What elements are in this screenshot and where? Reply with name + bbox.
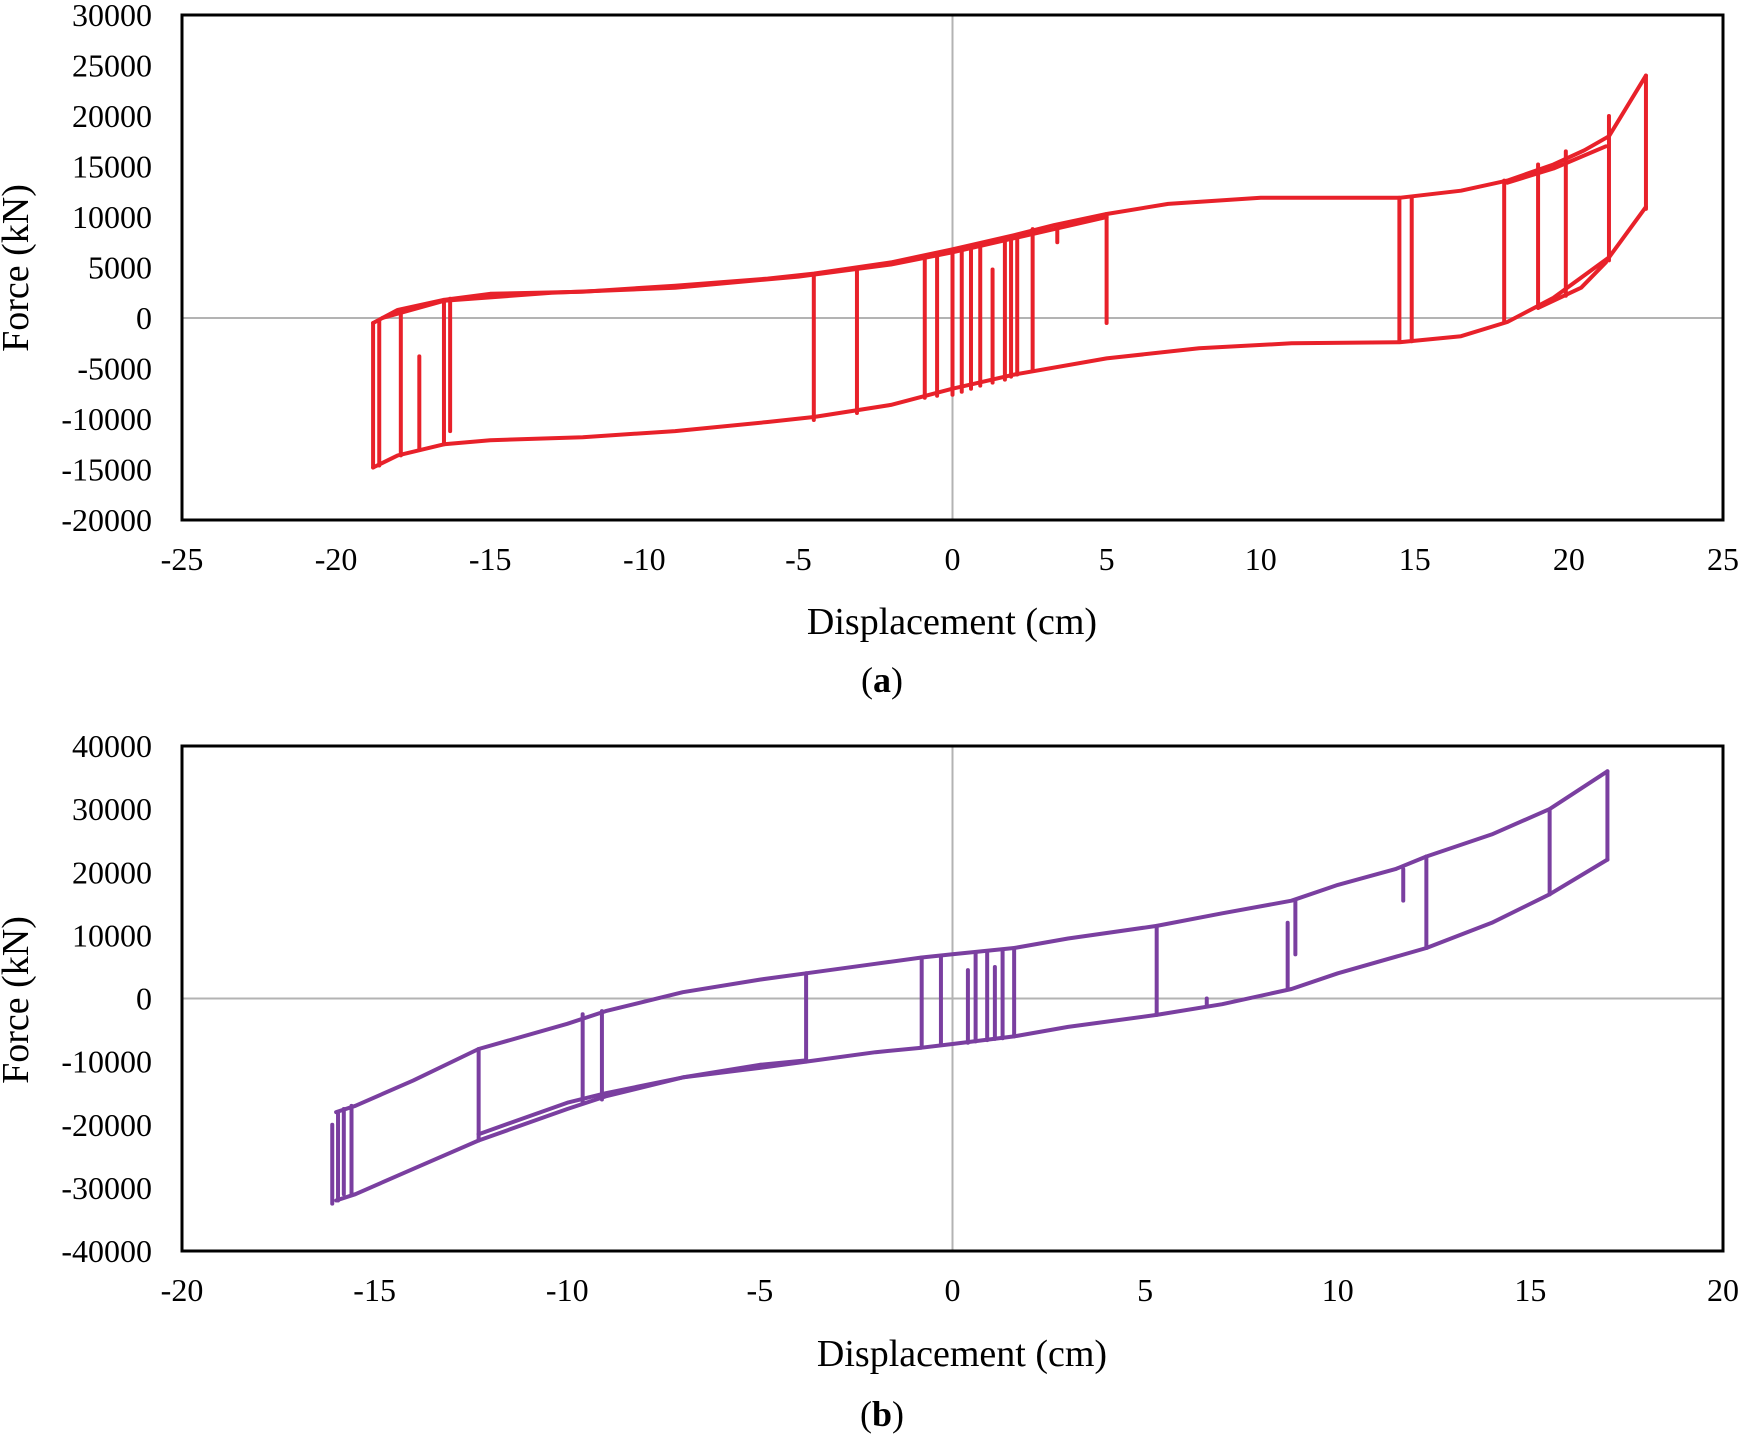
hysteresis-branch	[380, 215, 1109, 320]
chart-b-x-tick-labels: -20 -15 -10 -5 0 5 10 15 20	[161, 1272, 1739, 1308]
chart-a-y-tick-labels: -20000 -15000 -10000 -5000 0 5000 10000 15000 20…	[61, 0, 152, 538]
y-tick-label: 10000	[72, 199, 152, 235]
x-tick-label: 20	[1553, 541, 1585, 577]
x-tick-label: 10	[1245, 541, 1277, 577]
x-tick-label: -5	[785, 541, 812, 577]
chart-b: -20 -15 -10 -5 0 5 10 15 20 -40000 -30000 -20000 -1…	[0, 728, 1739, 1434]
y-tick-label: 0	[136, 300, 152, 336]
chart-b-x-axis-title: Displacement (cm)	[817, 1333, 1107, 1375]
x-tick-label: -25	[161, 541, 204, 577]
y-tick-label: 5000	[88, 250, 152, 286]
chart-a-x-axis-title: Displacement (cm)	[807, 601, 1097, 643]
x-tick-label: -10	[623, 541, 666, 577]
y-tick-label: 10000	[72, 917, 152, 953]
chart-a: -25 -20 -15 -10 -5 0 5 10 15 20 25 -20000 -15000 -10…	[0, 0, 1739, 700]
y-tick-label: 30000	[72, 0, 152, 33]
y-tick-label: -5000	[77, 351, 152, 387]
x-tick-label: -20	[315, 541, 358, 577]
chart-b-y-tick-labels: -40000 -30000 -20000 -10000 0 10000 20000 30000…	[61, 728, 152, 1269]
y-tick-label: -10000	[61, 401, 152, 437]
x-tick-label: -15	[353, 1272, 396, 1308]
y-tick-label: -30000	[61, 1170, 152, 1206]
y-tick-label: -20000	[61, 502, 152, 538]
x-tick-label: -15	[469, 541, 512, 577]
panel-a-label: (a)	[861, 660, 903, 700]
hysteresis-branch	[1505, 144, 1608, 185]
y-tick-label: 20000	[72, 854, 152, 890]
x-tick-label: 5	[1099, 541, 1115, 577]
y-tick-label: 30000	[72, 791, 152, 827]
x-tick-label: -10	[546, 1272, 589, 1308]
y-tick-label: -10000	[61, 1044, 152, 1080]
y-tick-label: 40000	[72, 728, 152, 764]
chart-b-y-axis-title: Force (kN)	[0, 916, 37, 1084]
chart-a-curves	[371, 73, 1648, 470]
x-tick-label: 0	[945, 541, 961, 577]
x-tick-label: 15	[1399, 541, 1431, 577]
hysteresis-branch	[476, 1058, 809, 1137]
chart-a-y-axis-title: Force (kN)	[0, 184, 37, 352]
y-tick-label: 20000	[72, 98, 152, 134]
hysteresis-branch	[1536, 260, 1608, 310]
x-tick-label: 15	[1514, 1272, 1546, 1308]
chart-a-x-tick-labels: -25 -20 -15 -10 -5 0 5 10 15 20 25	[161, 541, 1739, 577]
x-tick-label: 10	[1322, 1272, 1354, 1308]
chart-b-plot-frame	[180, 744, 1725, 1253]
y-tick-label: -40000	[61, 1233, 152, 1269]
x-tick-label: 25	[1707, 541, 1739, 577]
x-tick-label: -20	[161, 1272, 204, 1308]
chart-b-curves	[330, 769, 1610, 1206]
y-tick-label: 0	[136, 981, 152, 1017]
hysteresis-branch	[334, 857, 1610, 1203]
y-tick-label: 15000	[72, 149, 152, 185]
chart-b-zero-lines	[182, 746, 1723, 1251]
x-tick-label: 0	[945, 1272, 961, 1308]
hysteresis-branch	[334, 769, 1610, 1115]
hysteresis-branch	[371, 204, 1648, 470]
y-tick-label: -15000	[61, 452, 152, 488]
y-tick-label: 25000	[72, 48, 152, 84]
panel-b-label: (b)	[860, 1394, 904, 1434]
x-tick-label: 20	[1707, 1272, 1739, 1308]
x-tick-label: 5	[1137, 1272, 1153, 1308]
y-tick-label: -20000	[61, 1107, 152, 1143]
x-tick-label: -5	[747, 1272, 774, 1308]
chart-a-plot-frame	[180, 13, 1725, 522]
